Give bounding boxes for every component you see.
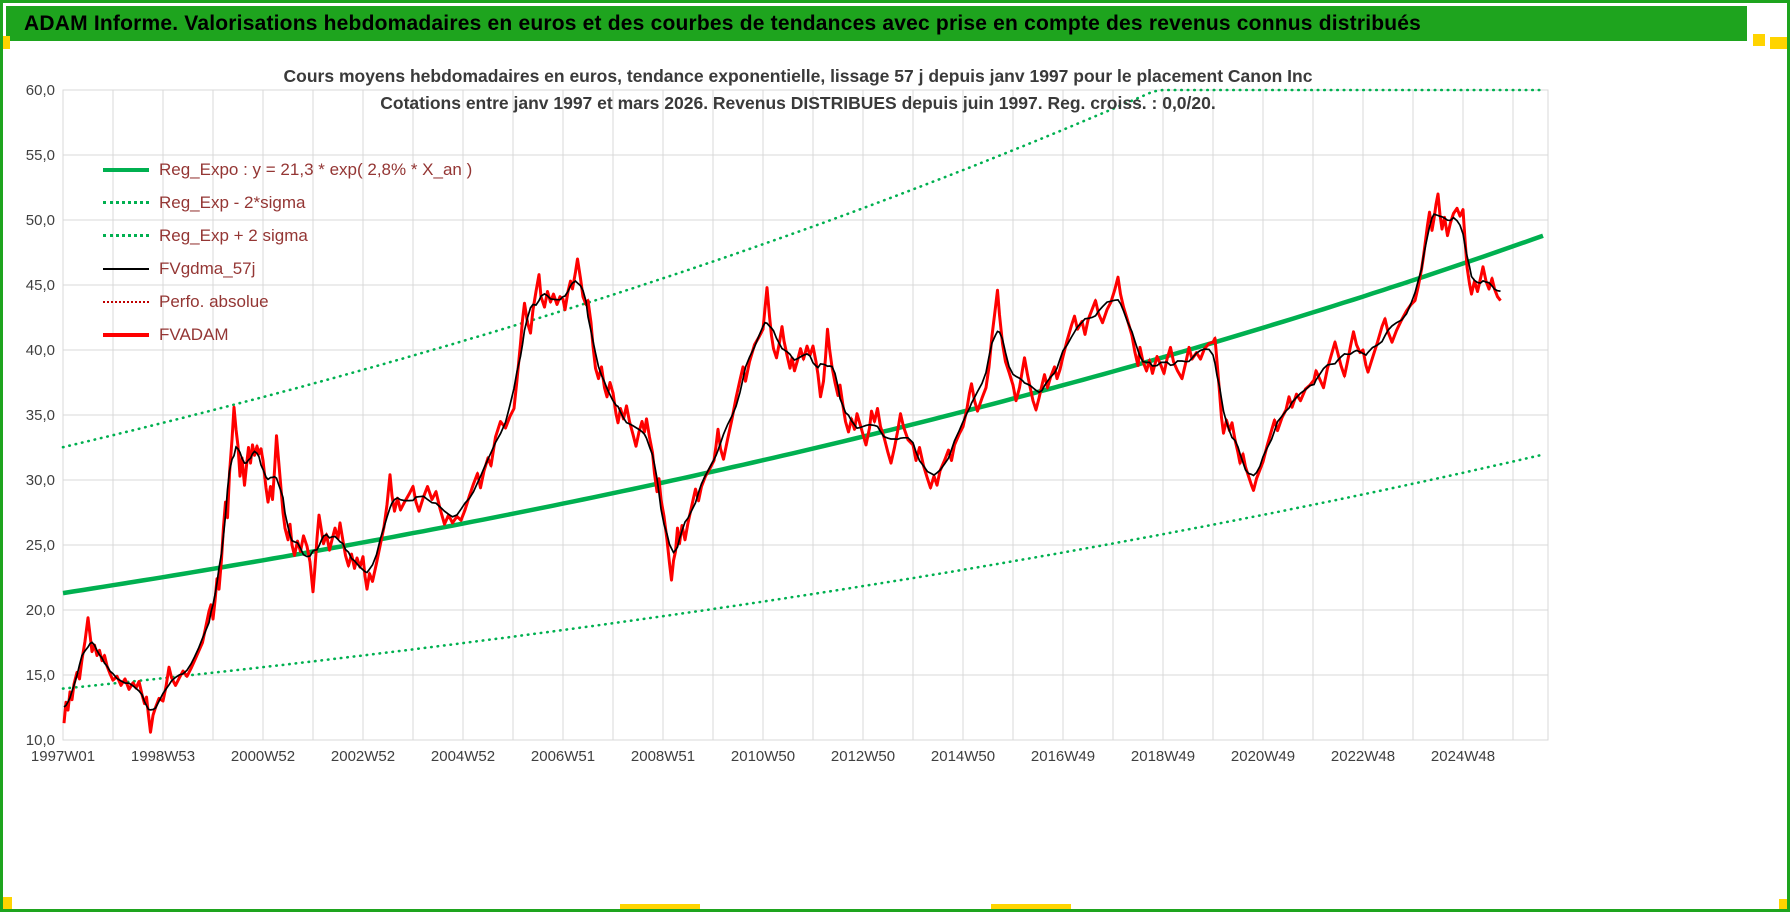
- header-bar: ADAM Informe. Valorisations hebdomadaire…: [6, 6, 1747, 41]
- y-axis-label: 40,0: [26, 342, 55, 359]
- legend-item-label: Perfo. absolue: [159, 291, 269, 311]
- x-axis-label: 2010W50: [731, 748, 795, 765]
- x-axis-label: 2004W52: [431, 748, 495, 765]
- x-axis-label: 1997W01: [31, 748, 95, 765]
- legend-sample-line: [103, 267, 149, 270]
- series-reg-exp-plus-2sigma[interactable]: [61, 88, 1545, 449]
- y-axis-label: 55,0: [26, 147, 55, 164]
- x-axis-label: 2012W50: [831, 748, 895, 765]
- series-reg-expo[interactable]: [62, 233, 1544, 596]
- legend-sample-line: [103, 300, 149, 303]
- x-axis-label: 2024W48: [1431, 748, 1495, 765]
- legend-sample-line: [103, 201, 149, 204]
- x-axis-label: 2008W51: [631, 748, 695, 765]
- legend-item-label: Reg_Expo : y = 21,3 * exp( 2,8% * X_an ): [159, 159, 473, 179]
- y-axis-label: 30,0: [26, 472, 55, 489]
- x-axis-label: 2014W50: [931, 748, 995, 765]
- legend-item[interactable]: Perfo. absolue: [103, 285, 472, 318]
- legend-item[interactable]: Reg_Exp - 2*sigma: [103, 186, 472, 219]
- y-axis-label: 10,0: [26, 732, 55, 749]
- x-axis-label: 2020W49: [1231, 748, 1295, 765]
- yellow-marker-bottom-center-1: [620, 904, 700, 909]
- legend-item-label: FVgdma_57j: [159, 258, 256, 278]
- legend-item[interactable]: FVgdma_57j: [103, 252, 472, 285]
- series-fvgdma-57j[interactable]: [63, 213, 1501, 711]
- legend-sample-line: [103, 167, 149, 172]
- x-axis-label: 2016W49: [1031, 748, 1095, 765]
- page-title: ADAM Informe. Valorisations hebdomadaire…: [24, 11, 1422, 35]
- x-axis-label: 2018W49: [1131, 748, 1195, 765]
- y-axis-label: 60,0: [26, 82, 55, 99]
- y-axis-label: 15,0: [26, 667, 55, 684]
- yellow-marker-top-right-1: [1753, 34, 1765, 46]
- yellow-marker-top-right-2: [1770, 37, 1787, 49]
- y-axis-label: 50,0: [26, 212, 55, 229]
- yellow-marker-left-edge: [3, 36, 10, 49]
- x-axis-label: 2000W52: [231, 748, 295, 765]
- legend-item-label: Reg_Exp + 2 sigma: [159, 225, 308, 245]
- legend-item-label: Reg_Exp - 2*sigma: [159, 192, 306, 212]
- chart-canvas[interactable]: 10,0 15,0 20,0 25,0 30,0 35,0 40,0 45,0 50,0 55,0…: [3, 3, 1790, 912]
- y-axis-label: 20,0: [26, 602, 55, 619]
- yellow-marker-bottom-left: [3, 897, 12, 909]
- chart-legend: Reg_Expo : y = 21,3 * exp( 2,8% * X_an )…: [103, 153, 472, 351]
- legend-sample-line: [103, 332, 149, 337]
- x-axis-label: 1998W53: [131, 748, 195, 765]
- series-reg-exp-minus-2sigma[interactable]: [61, 453, 1545, 690]
- plot-border: [62, 89, 1549, 741]
- legend-item[interactable]: FVADAM: [103, 318, 472, 351]
- x-axis-label: 2022W48: [1331, 748, 1395, 765]
- yellow-marker-bottom-center-2: [991, 904, 1071, 909]
- legend-item-label: FVADAM: [159, 324, 229, 344]
- y-axis-label: 25,0: [26, 537, 55, 554]
- x-axis-label: 2002W52: [331, 748, 395, 765]
- legend-item[interactable]: Reg_Expo : y = 21,3 * exp( 2,8% * X_an ): [103, 153, 472, 186]
- yellow-marker-bottom-right: [1779, 899, 1787, 909]
- x-axis-label: 2006W51: [531, 748, 595, 765]
- legend-sample-line: [103, 234, 149, 237]
- y-axis-label: 35,0: [26, 407, 55, 424]
- y-axis-label: 45,0: [26, 277, 55, 294]
- legend-item[interactable]: Reg_Exp + 2 sigma: [103, 219, 472, 252]
